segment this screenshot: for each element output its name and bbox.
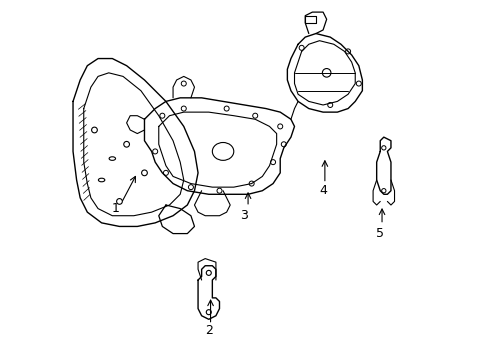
Text: 4: 4	[319, 184, 326, 197]
Text: 5: 5	[375, 227, 384, 240]
Text: 1: 1	[112, 202, 120, 215]
Text: 2: 2	[204, 324, 212, 337]
Text: 3: 3	[240, 209, 248, 222]
